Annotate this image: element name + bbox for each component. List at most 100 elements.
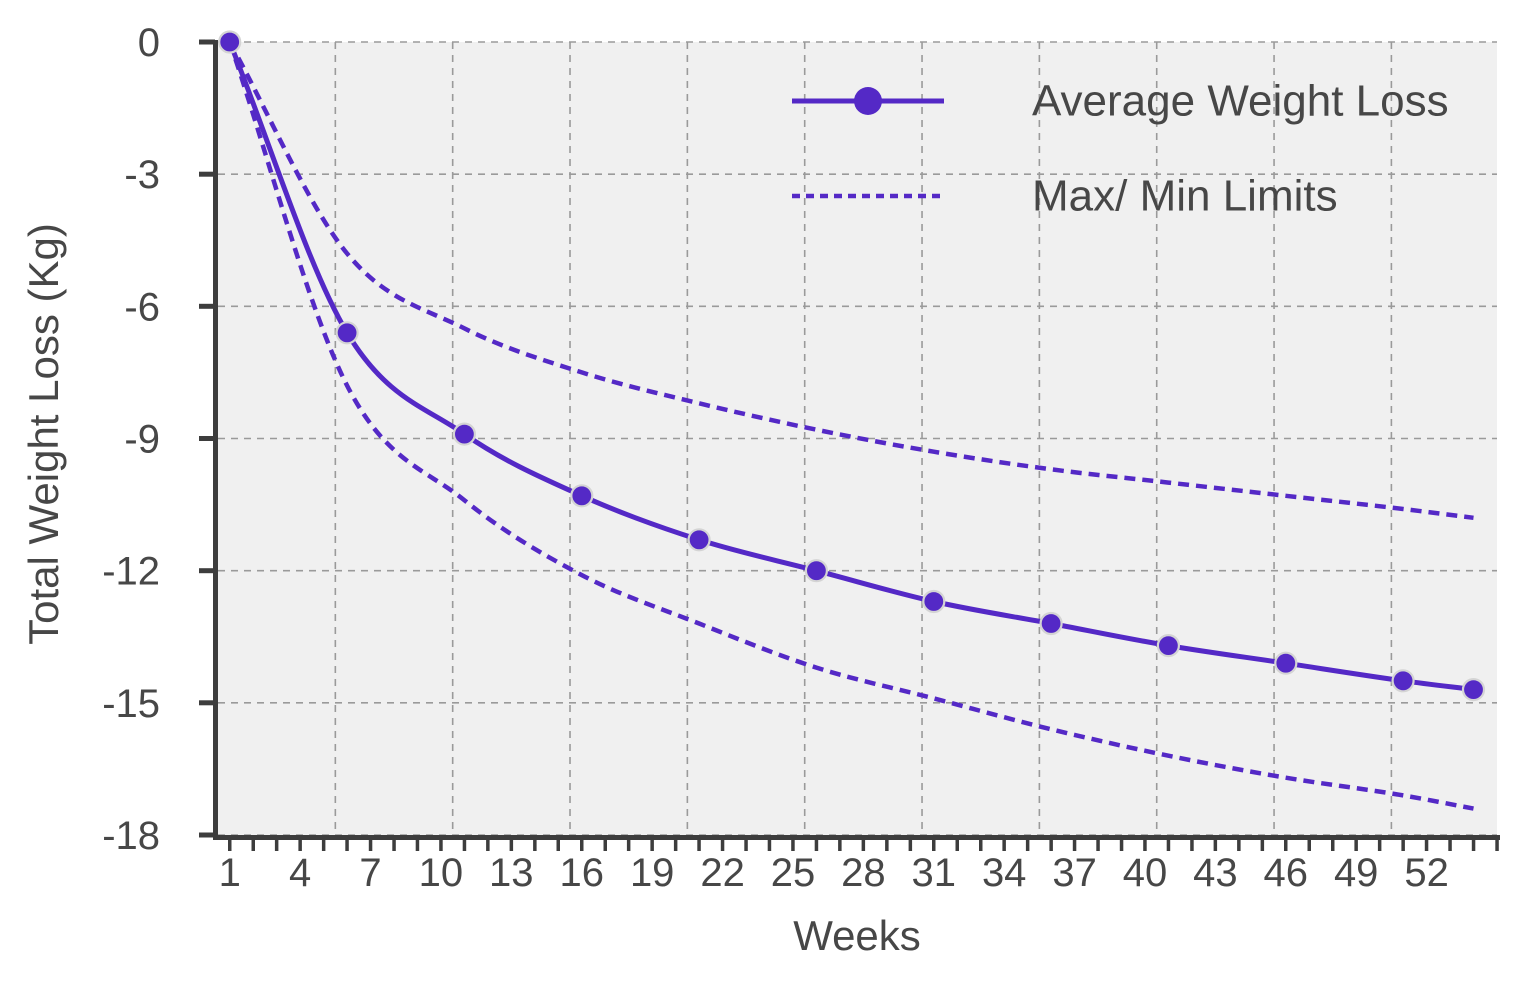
x-tick [415, 840, 420, 851]
x-tick [791, 840, 795, 851]
x-tick [697, 840, 701, 851]
x-tick-label: 1 [219, 851, 241, 895]
x-tick [1331, 840, 1335, 851]
x-tick [626, 840, 631, 851]
x-tick [1424, 840, 1429, 851]
x-tick [462, 840, 467, 851]
x-tick [861, 840, 866, 851]
x-tick [345, 840, 349, 851]
x-tick-label: 7 [359, 851, 381, 895]
x-tick-label: 25 [771, 851, 816, 895]
x-tick [392, 840, 396, 851]
series-average-marker [1156, 633, 1181, 658]
series-average-marker [335, 321, 359, 345]
series-average-marker [570, 484, 594, 508]
x-tick [814, 840, 819, 851]
x-tick-label: 49 [1334, 851, 1379, 895]
x-tick [1260, 840, 1265, 851]
x-tick [955, 840, 959, 851]
x-tick [1471, 840, 1476, 851]
y-tick [199, 303, 215, 309]
y-tick [199, 568, 215, 574]
series-average-marker [1274, 651, 1298, 675]
x-tick [1002, 840, 1006, 851]
x-tick-label: 13 [489, 851, 534, 895]
x-tick [767, 840, 772, 851]
x-tick [533, 840, 537, 851]
x-axis-title: Weeks [793, 912, 921, 959]
x-tick [274, 840, 279, 851]
x-tick-label: 16 [560, 851, 605, 895]
series-min-limit-line [227, 40, 1474, 521]
x-tick [1119, 840, 1124, 851]
y-tick [199, 436, 215, 441]
x-tick [673, 840, 678, 851]
x-tick-label: 19 [630, 851, 675, 895]
x-tick [932, 840, 936, 851]
x-tick [439, 840, 443, 851]
series-average-marker [1391, 669, 1415, 693]
series-average-marker [1461, 677, 1486, 702]
x-tick-label: 37 [1052, 851, 1097, 895]
x-tick [908, 840, 913, 851]
series-average-marker [452, 422, 476, 446]
x-tick-label: 52 [1404, 851, 1449, 895]
x-tick [1401, 840, 1405, 851]
y-tick-label: -18 [102, 814, 160, 858]
x-tick [1049, 840, 1053, 851]
x-tick-label: 10 [419, 851, 464, 895]
x-tick [1213, 840, 1218, 851]
x-tick-label: 22 [700, 851, 745, 895]
y-tick [199, 39, 215, 45]
x-tick [509, 840, 514, 851]
x-tick [1025, 840, 1030, 851]
x-tick [1166, 840, 1171, 851]
series-average-marker [1039, 611, 1063, 636]
x-tick [321, 840, 326, 851]
x-tick [298, 840, 302, 851]
y-tick-label: 0 [138, 21, 160, 65]
legend-average-sample-marker [854, 87, 882, 115]
series-average-marker [804, 559, 829, 583]
x-tick [368, 840, 373, 851]
x-tick [1377, 840, 1382, 851]
y-axis-line [213, 40, 218, 840]
x-tick [1354, 840, 1358, 851]
y-tick [199, 832, 215, 838]
legend-average-label: Average Weight Loss [1032, 77, 1449, 126]
x-tick [228, 840, 232, 851]
x-tick [1307, 840, 1311, 851]
x-tick [1237, 840, 1241, 851]
series-average-marker [922, 589, 946, 614]
x-tick [979, 840, 983, 851]
x-tick [603, 840, 607, 851]
x-tick [556, 840, 560, 851]
x-tick-label: 46 [1264, 851, 1309, 895]
x-tick [650, 840, 654, 851]
y-tick-label: -12 [102, 550, 160, 594]
x-tick-label: 31 [912, 851, 957, 895]
y-axis-title: Total Weight Loss (Kg) [20, 223, 67, 645]
x-tick [1448, 840, 1452, 851]
legend-limits-label: Max/ Min Limits [1032, 172, 1338, 221]
y-tick [199, 171, 215, 177]
y-tick-label: -6 [124, 285, 160, 329]
x-tick [1190, 840, 1194, 851]
y-tick-label: -15 [102, 682, 160, 726]
x-tick-label: 28 [841, 851, 886, 895]
y-tick-label: -9 [124, 418, 160, 462]
x-axis-line [213, 835, 1500, 840]
x-tick [251, 840, 255, 851]
y-tick-label: -3 [124, 153, 160, 197]
x-tick [486, 840, 490, 851]
x-tick [1495, 840, 1499, 851]
x-tick-label: 43 [1193, 851, 1238, 895]
x-tick [885, 840, 889, 851]
x-tick-label: 4 [289, 851, 311, 895]
x-tick [744, 840, 748, 851]
x-tick [720, 840, 725, 851]
x-tick-label: 40 [1123, 851, 1168, 895]
x-tick [1284, 840, 1288, 851]
